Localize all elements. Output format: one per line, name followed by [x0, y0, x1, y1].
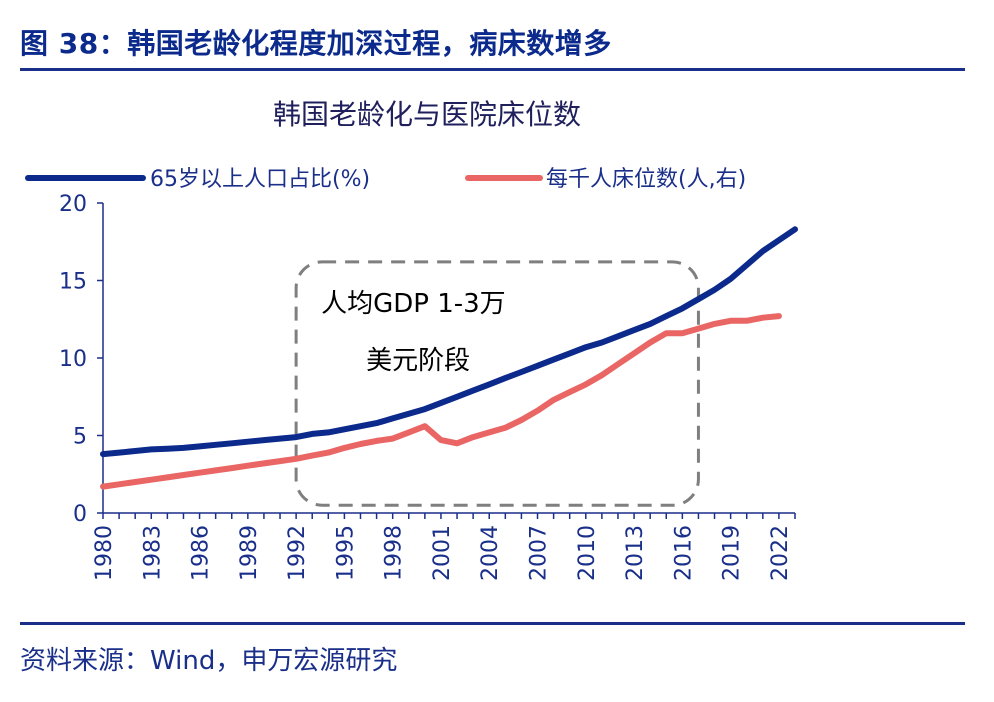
x-tick-label: 2019	[720, 525, 745, 581]
figure-title: 图 38：韩国老龄化程度加深过程，病床数增多	[20, 27, 612, 60]
x-tick-label: 1998	[382, 525, 407, 581]
series-layer	[100, 226, 798, 490]
y-tick-label: 0	[73, 502, 87, 527]
y-tick-label: 5	[73, 425, 87, 450]
legend-label-aging: 65岁以上人口占比(%)	[150, 167, 370, 192]
annotation-line-2: 美元阶段	[366, 346, 470, 376]
footer-divider	[20, 622, 965, 625]
annotation-frame	[294, 260, 700, 507]
x-tick-label: 1992	[285, 525, 310, 581]
source-note: 资料来源：Wind，申万宏源研究	[20, 646, 398, 676]
title-divider	[20, 68, 965, 71]
x-tick-label: 1980	[92, 525, 117, 581]
y-tick-label: 10	[59, 347, 87, 372]
x-tick-label: 1989	[237, 525, 262, 581]
x-tick-label: 2001	[430, 525, 455, 581]
legend-label-beds: 每千人床位数(人,右)	[546, 167, 746, 192]
x-tick-label: 2007	[527, 525, 552, 581]
axes: 0 5 10 15 20 1980 1983 1986 1989 1992 1995 1998 2001…	[59, 192, 796, 581]
x-tick-label: 1983	[140, 525, 165, 581]
x-tick-label: 2004	[478, 525, 503, 581]
annotation-line-1: 人均GDP 1-3万	[321, 289, 506, 319]
x-tick-label: 1986	[189, 525, 214, 581]
x-tick-label: 2010	[575, 525, 600, 581]
legend: 65岁以上人口占比(%) 每千人床位数(人,右)	[25, 167, 746, 192]
series-line-beds-per-thousand	[100, 313, 782, 490]
series-line-aging-pct	[100, 226, 798, 458]
x-tick-label: 2016	[671, 525, 696, 581]
x-tick-label: 2013	[623, 525, 648, 581]
x-tick-label: 2022	[768, 525, 793, 581]
y-tick-label: 20	[59, 192, 87, 217]
y-tick-label: 15	[59, 270, 87, 295]
x-tick-label: 1995	[333, 525, 358, 581]
chart-title: 韩国老龄化与医院床位数	[273, 98, 581, 131]
